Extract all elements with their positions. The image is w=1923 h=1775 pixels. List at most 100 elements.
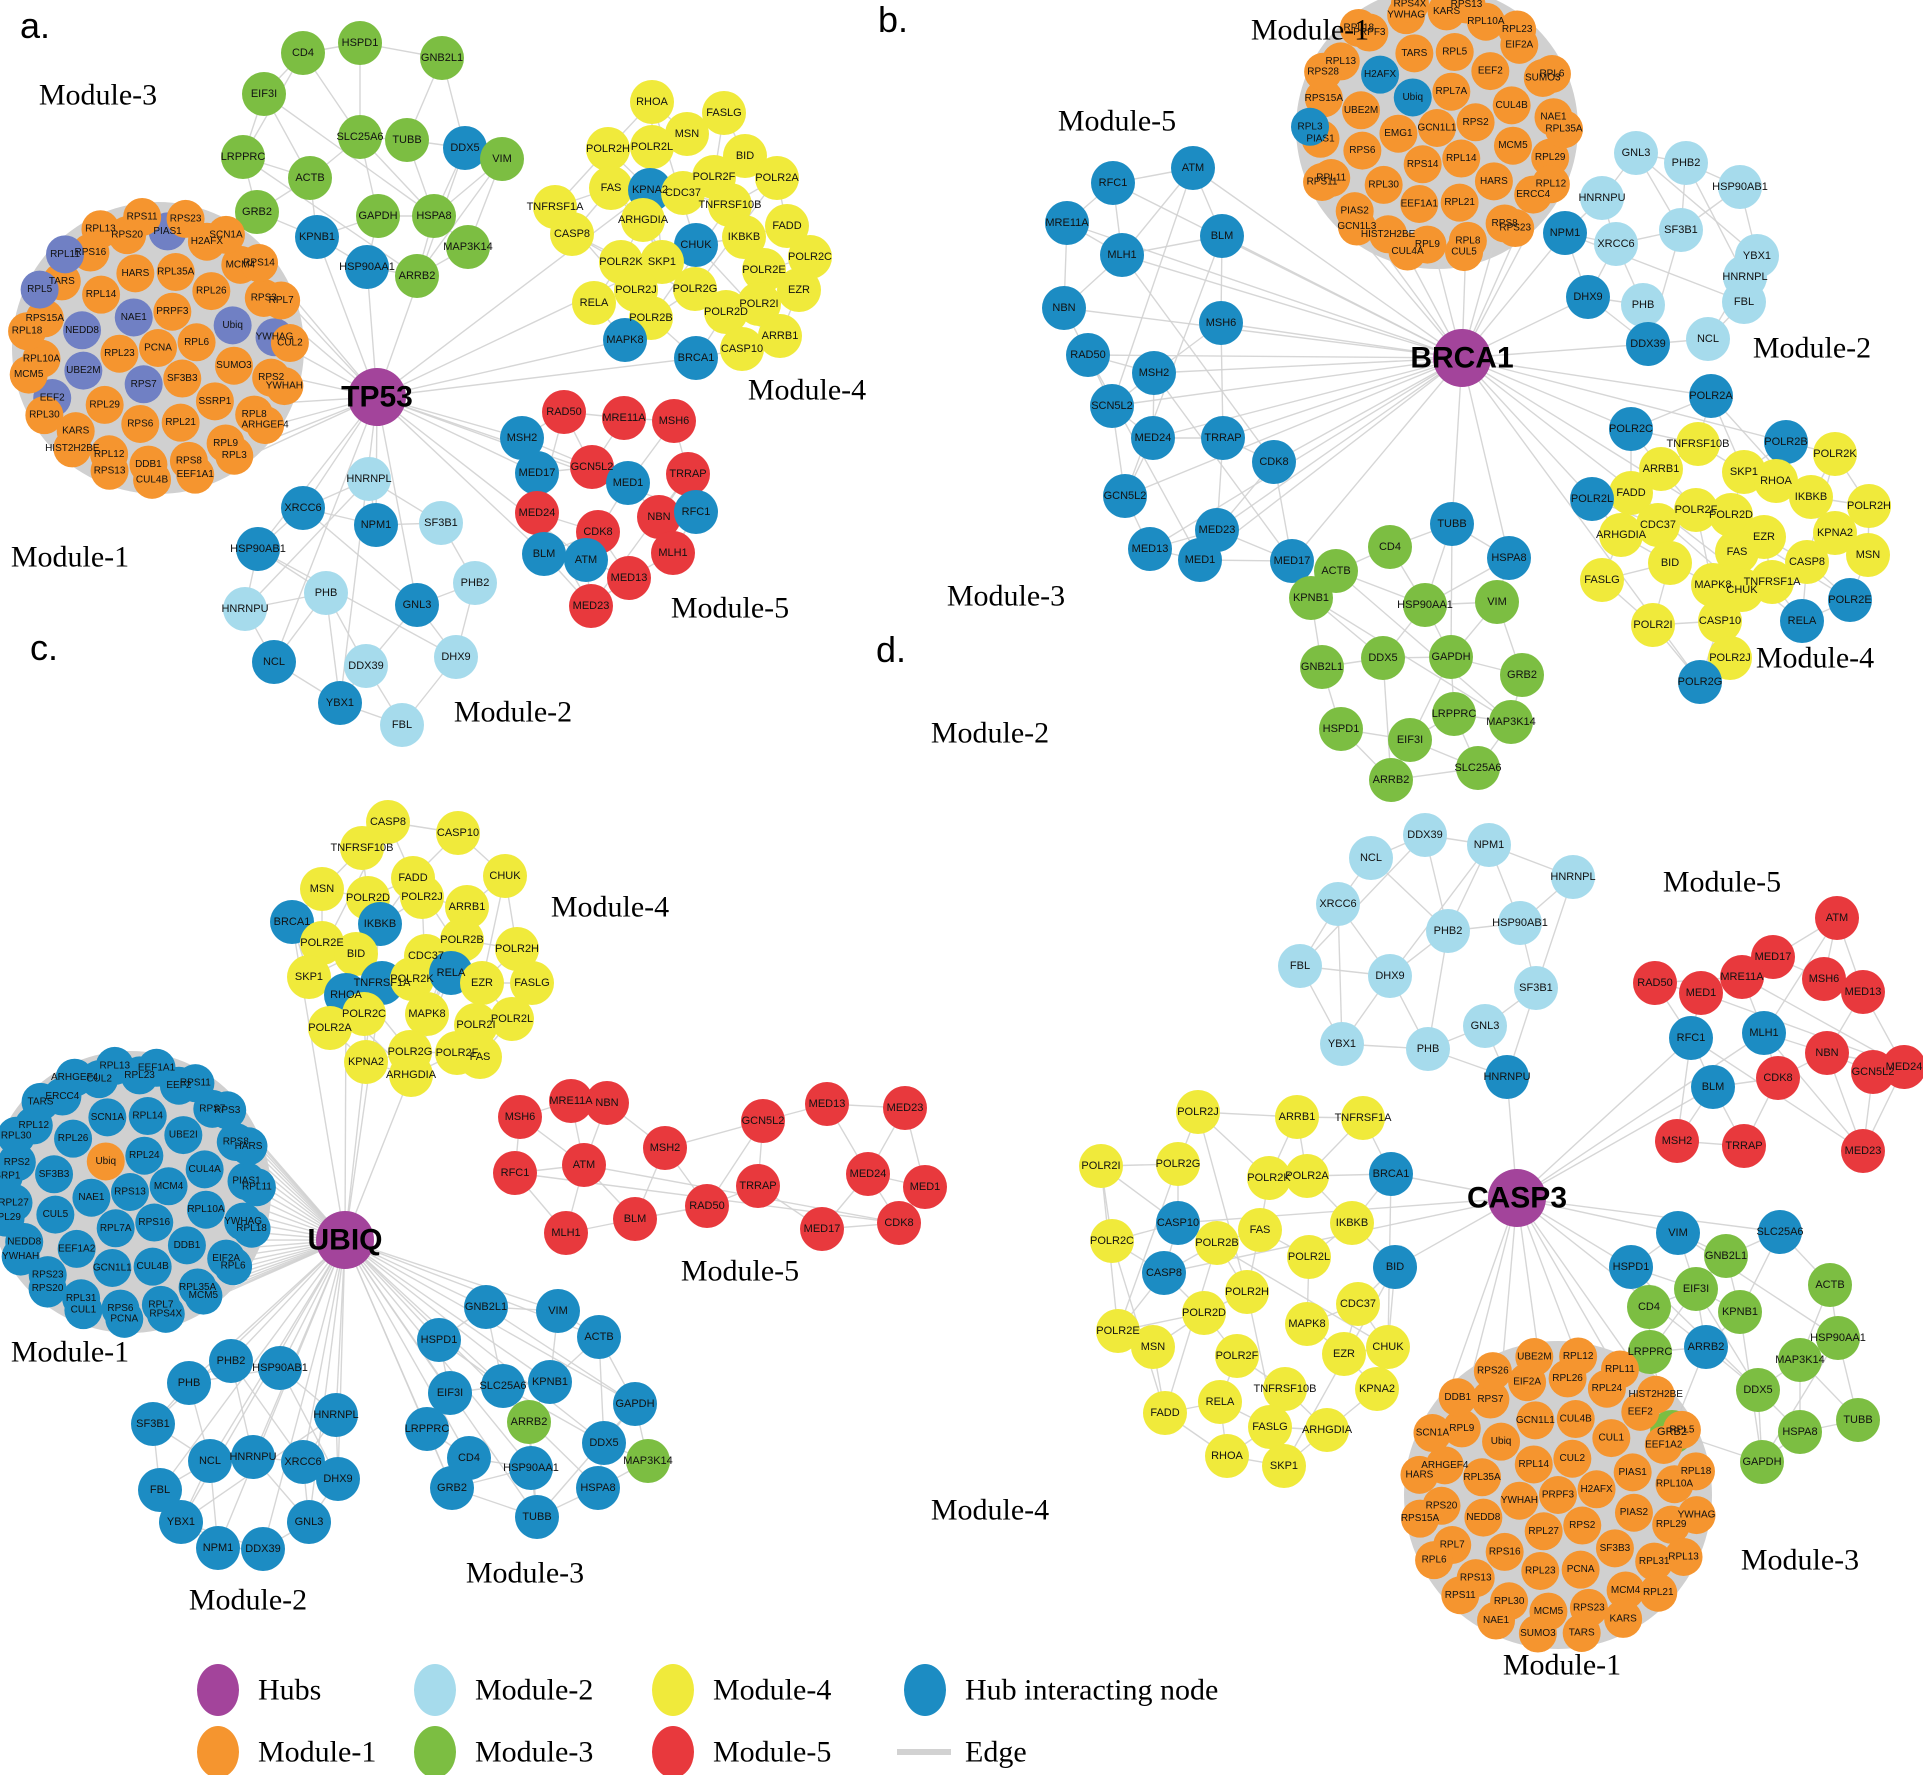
- nodes-layer: [0, 800, 947, 1571]
- node-NAE1: [72, 1178, 111, 1217]
- hub-edge: [1461, 357, 1787, 443]
- node-RPS7: [124, 365, 163, 404]
- node-FADD: [1143, 1391, 1187, 1435]
- node-EEF1A1: [1400, 184, 1439, 223]
- module-label: Module-3: [947, 580, 1065, 613]
- nodes-layer: [1079, 813, 1923, 1653]
- node-KPNB1: [295, 215, 339, 259]
- module-label: Module-1: [11, 541, 129, 574]
- hub-edge: [273, 396, 378, 663]
- hub-edge: [1216, 357, 1463, 531]
- node-MED13: [805, 1082, 849, 1126]
- node-LRPPRC: [221, 135, 265, 179]
- node-POLR2I: [1079, 1144, 1123, 1188]
- hub-edge: [344, 1239, 559, 1312]
- nodes-layer: [1042, 0, 1891, 802]
- node-MCM5: [9, 355, 48, 394]
- node-POLR2C: [1090, 1219, 1134, 1263]
- hub-edge: [344, 1239, 605, 1444]
- module-label: Module-2: [189, 1584, 307, 1617]
- node-POLR2D: [704, 290, 748, 334]
- node-POLR2B: [1195, 1221, 1239, 1265]
- node-Ubiq: [86, 1142, 125, 1181]
- node-RPL5: [1435, 33, 1474, 72]
- node-MSH6: [498, 1095, 542, 1139]
- node-RPL5: [1662, 1410, 1701, 1449]
- node-RPL3: [1291, 107, 1330, 146]
- node-CDK8: [1756, 1056, 1800, 1100]
- node-CDK8: [1252, 440, 1296, 484]
- node-HSPA8: [1778, 1410, 1822, 1454]
- node-HSPD1: [338, 21, 382, 65]
- node-RHOA: [1205, 1434, 1249, 1478]
- hub-edge: [1461, 357, 1712, 397]
- node-FASLG: [510, 961, 554, 1005]
- node-DDX5: [1361, 636, 1405, 680]
- node-MED23: [1841, 1129, 1885, 1173]
- node-IKBKB: [358, 902, 402, 946]
- hub-edge: [376, 339, 626, 398]
- node-EZR: [460, 961, 504, 1005]
- node-ARRB1: [758, 314, 802, 358]
- node-MLH1: [544, 1211, 588, 1255]
- node-MED24: [1131, 416, 1175, 460]
- node-XRCC6: [281, 486, 325, 530]
- node-CDC37: [1636, 503, 1680, 547]
- node-NCL: [1686, 317, 1730, 361]
- node-NCL: [252, 640, 296, 684]
- node-POLR2I: [1631, 603, 1675, 647]
- legend-label: Hub interacting node: [965, 1674, 1218, 1707]
- hub-edge: [344, 1239, 504, 1387]
- node-RPL7A: [1432, 72, 1471, 111]
- node-RPL30: [0, 1116, 36, 1155]
- node-NPM1: [1543, 211, 1587, 255]
- module-label: Module-2: [1753, 332, 1871, 365]
- module-edge: [416, 158, 503, 277]
- hub-label-BRCA1: BRCA1: [1410, 342, 1513, 375]
- hub-edge: [344, 1239, 470, 1459]
- module-edge: [1121, 254, 1275, 463]
- node-MSN: [1846, 533, 1890, 577]
- hub-edge: [337, 1239, 346, 1480]
- node-KARS: [1604, 1599, 1643, 1638]
- node-MSH6: [652, 399, 696, 443]
- node-RPL5: [20, 270, 59, 309]
- node-NPM1: [196, 1526, 240, 1570]
- node-ACTB: [1808, 1263, 1852, 1307]
- node-POLR2A: [308, 1006, 352, 1050]
- node-TUBB: [385, 118, 429, 162]
- hub-edge: [376, 396, 587, 561]
- node-RPS11: [176, 1064, 215, 1103]
- node-MED23: [569, 584, 613, 628]
- node-SCN1A: [1413, 1414, 1452, 1453]
- node-RPS16: [135, 1203, 174, 1242]
- node-GAPDH: [1740, 1440, 1784, 1484]
- hub-edge: [1121, 254, 1463, 359]
- module-edge: [1337, 903, 1343, 1045]
- node-CD4: [1627, 1285, 1671, 1329]
- hub-label-TP53: TP53: [341, 381, 413, 414]
- node-VIM: [1475, 580, 1519, 624]
- node-CUL4A: [185, 1150, 224, 1189]
- node-RPL14: [1514, 1445, 1553, 1484]
- node-RPS13: [111, 1173, 149, 1211]
- node-TRRAP: [666, 452, 710, 496]
- node-RPS4X: [146, 1294, 185, 1333]
- node-RELA: [1780, 599, 1824, 643]
- node-CASP8: [1785, 540, 1829, 584]
- module-label: Module-4: [1756, 642, 1874, 675]
- hub-label-UBIQ: UBIQ: [308, 1224, 383, 1257]
- node-YWHAH: [1500, 1481, 1539, 1520]
- node-MCM4: [1606, 1571, 1645, 1610]
- node-POLR2C: [342, 992, 386, 1036]
- node-POLR2E: [300, 921, 344, 965]
- legend-swatch-m3: [414, 1726, 456, 1775]
- node-GRB2: [1500, 653, 1544, 697]
- node-CD4: [281, 31, 325, 75]
- node-GCN5L2: [741, 1099, 785, 1143]
- node-RPL29: [85, 385, 124, 424]
- node-ATM: [1815, 896, 1859, 940]
- hub-edge: [1461, 357, 1593, 500]
- node-MCM5: [1493, 126, 1532, 165]
- node-SF3B3: [163, 359, 202, 398]
